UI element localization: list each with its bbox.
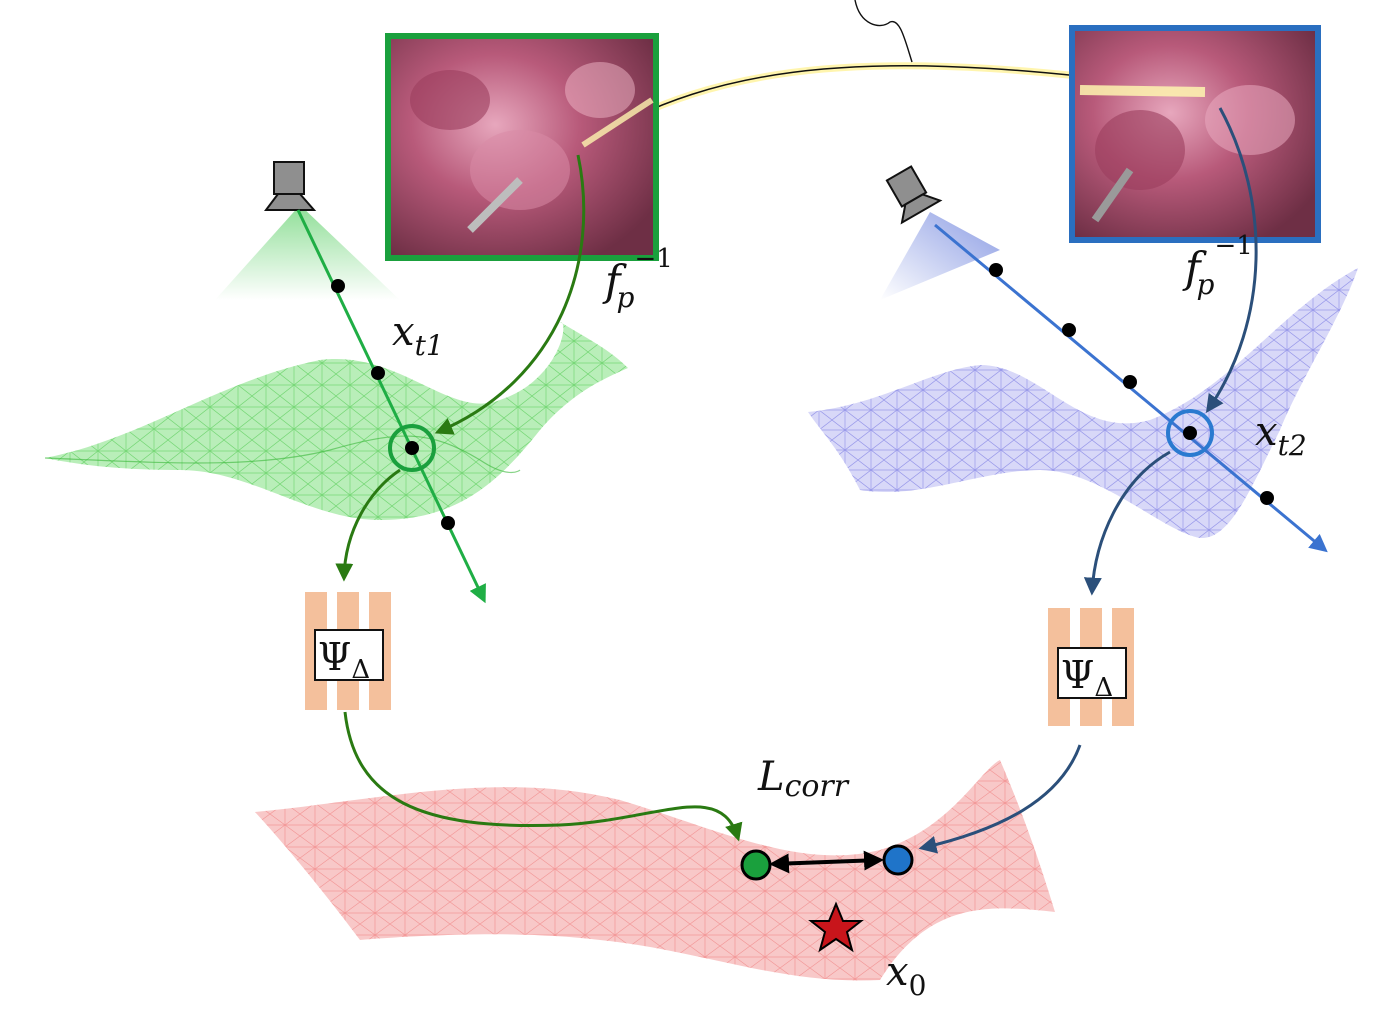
label-x-t1: xt1 xyxy=(392,309,444,362)
camera-icon xyxy=(264,161,317,211)
arrow-to-network-t2 xyxy=(1083,450,1171,596)
label-l-corr: Lcorr xyxy=(757,754,850,804)
arrow-to-network-t1 xyxy=(335,468,401,582)
camera-icon xyxy=(885,165,943,225)
label-x-t2: xt2 xyxy=(1255,409,1307,462)
label-x-0: x0 xyxy=(886,949,926,1002)
arrow-to-canonical-t1 xyxy=(343,711,743,842)
deformation-network-t1 xyxy=(305,592,391,710)
arrow-unproject-t1 xyxy=(434,154,586,435)
frame-t2-image xyxy=(1069,25,1321,243)
star-icon xyxy=(808,901,864,953)
ray-t2 xyxy=(934,223,1328,553)
deformation-network-t2 xyxy=(1048,608,1134,726)
mesh-surface-t2 xyxy=(808,268,1358,539)
camera-t1 xyxy=(215,161,400,300)
ray-t1 xyxy=(296,209,486,604)
camera-t2 xyxy=(880,165,1000,300)
arrow-unproject-t2 xyxy=(1205,107,1258,413)
mesh-surface-t1 xyxy=(44,321,628,520)
correspondence-pair xyxy=(740,844,914,881)
arrow-to-canonical-t2 xyxy=(918,744,1082,854)
label-psi-right: ΨΔ xyxy=(1061,653,1113,703)
frame-t1-image xyxy=(385,33,659,261)
mesh-surface-x0 xyxy=(255,760,1055,981)
label-psi-left: ΨΔ xyxy=(318,635,370,685)
